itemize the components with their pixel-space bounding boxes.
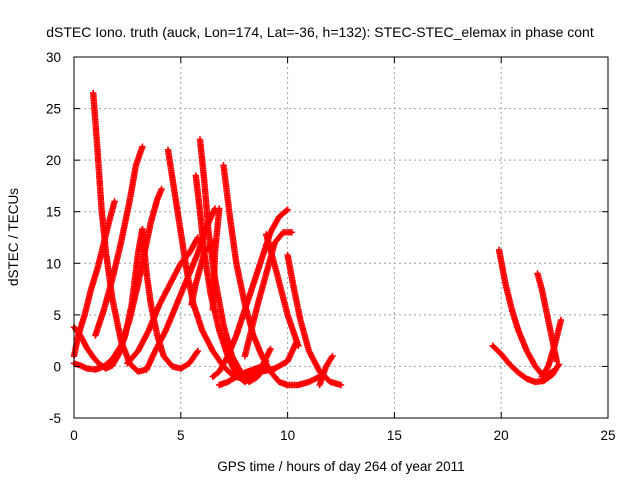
series-5: [92, 143, 146, 339]
series-13: [209, 206, 291, 380]
y-tick-label: -5: [49, 411, 61, 426]
data-point: [216, 205, 223, 212]
data-point: [194, 347, 202, 355]
x-axis-label: GPS time / hours of day 264 of year 2011: [217, 459, 464, 474]
x-tick-label: 5: [177, 428, 185, 443]
data-point: [283, 207, 290, 214]
data-point: [193, 349, 201, 356]
data-point: [267, 345, 274, 353]
y-tick-label: 10: [46, 256, 61, 271]
series-19: [246, 339, 300, 378]
series-14: [209, 205, 223, 313]
series-23: [495, 246, 556, 380]
x-tick-label: 25: [600, 428, 615, 443]
series-20: [284, 251, 345, 389]
x-tick-label: 20: [494, 428, 509, 443]
x-tick-label: 0: [70, 428, 78, 443]
y-tick-label: 20: [46, 153, 61, 168]
series-25: [538, 316, 565, 380]
data-point: [549, 368, 556, 375]
series-12: [188, 239, 216, 308]
series-3: [70, 198, 118, 360]
data-point: [158, 185, 165, 193]
y-tick-label: 15: [46, 205, 61, 220]
data-point: [553, 358, 560, 365]
x-tick-label: 15: [387, 428, 402, 443]
x-tick-label: 10: [280, 428, 295, 443]
axis-ticks: 0 5 10 15 20 25 -5 0 5 10 15 20 25 30: [46, 50, 616, 443]
data-point: [292, 339, 300, 346]
data-point: [337, 381, 345, 389]
series-18: [263, 231, 302, 349]
data-points: [70, 89, 565, 389]
data-point: [139, 143, 146, 150]
data-point: [284, 206, 291, 213]
y-axis-label: dSTEC / TECUs: [6, 188, 21, 286]
grid: [74, 57, 608, 418]
data-point: [557, 316, 565, 324]
data-point: [329, 352, 336, 360]
y-tick-label: 0: [53, 359, 61, 374]
y-tick-label: 30: [46, 50, 61, 65]
plot-frame: [73, 56, 609, 419]
data-point: [111, 198, 118, 205]
chart-title: dSTEC Iono. truth (auck, Lon=174, Lat=-3…: [46, 24, 594, 40]
y-tick-label: 25: [46, 102, 61, 117]
series-21: [316, 352, 336, 389]
data-point: [288, 229, 296, 236]
y-tick-label: 5: [53, 308, 61, 323]
